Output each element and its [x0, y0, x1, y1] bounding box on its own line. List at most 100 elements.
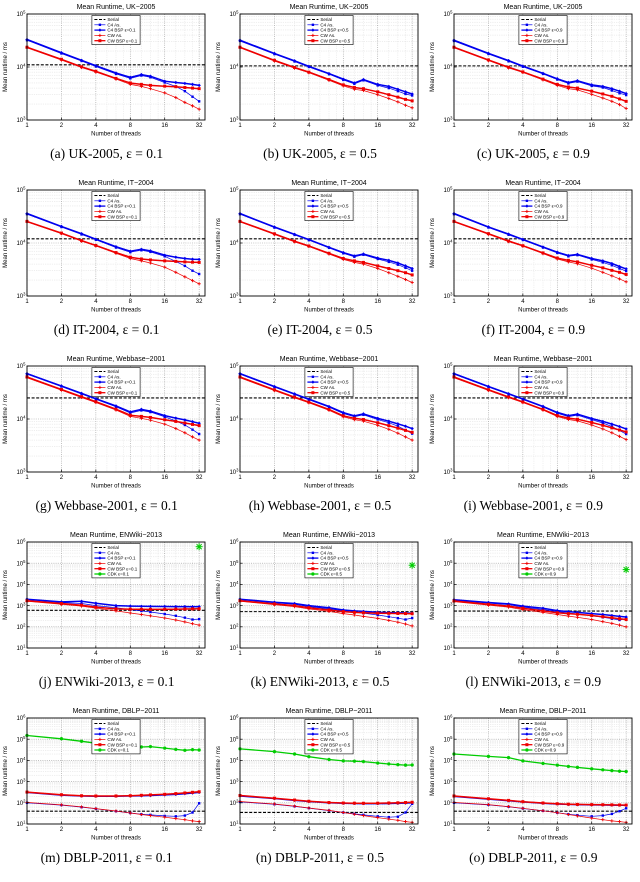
legend-label: C4 As. — [108, 22, 121, 27]
x-tick-label: 2 — [487, 475, 491, 481]
x-axis-label: Number of threads — [91, 660, 141, 666]
legend-label: C4 BSP ε=0.1 — [108, 204, 137, 209]
chart-title: Mean Runtime, Webbase−2001 — [494, 356, 593, 363]
legend-label: CW As. — [108, 737, 123, 742]
legend-label: C4 As. — [108, 374, 121, 379]
y-tick-label: 105 — [443, 559, 453, 568]
y-axis-label: Mean runtime / ms — [3, 746, 9, 796]
chart-panel-l: 1 2 4 8 16 32 101 102 103 104 105 106 Mean Runtime, … — [427, 528, 640, 704]
x-axis-label: Number of threads — [518, 836, 568, 842]
x-tick-label: 1 — [452, 651, 456, 657]
chart-panel-k: 1 2 4 8 16 32 101 102 103 104 105 106 Mean Runtime, … — [213, 528, 426, 704]
x-tick-label: 1 — [25, 299, 29, 305]
x-tick-label: 8 — [129, 827, 133, 833]
x-tick-label: 32 — [196, 299, 203, 305]
y-tick-label: 101 — [443, 820, 453, 829]
chart-o: 1 2 4 8 16 32 101 102 103 104 105 106 Mean Runtime, … — [430, 708, 633, 842]
x-tick-label: 16 — [588, 299, 595, 305]
x-tick-label: 1 — [452, 299, 456, 305]
y-tick-label: 103 — [443, 468, 453, 477]
x-tick-label: 8 — [129, 651, 133, 657]
x-tick-label: 16 — [162, 123, 169, 129]
y-tick-label: 104 — [443, 415, 453, 424]
x-axis-label: Number of threads — [91, 836, 141, 842]
y-tick-label: 103 — [17, 292, 27, 301]
x-tick-label: 2 — [273, 299, 277, 305]
x-tick-label: 16 — [588, 475, 595, 481]
y-tick-label: 104 — [17, 239, 27, 248]
legend-label: C4 As. — [321, 198, 334, 203]
x-tick-label: 32 — [196, 475, 203, 481]
legend-label: C4 As. — [321, 22, 334, 27]
legend-label: CW BSP ε=0.1 — [108, 390, 138, 395]
legend-label: Serial — [108, 17, 120, 22]
chart-g: 1 2 4 8 16 32 103 104 105 Mean Runtime, Webbase−2… — [3, 356, 206, 490]
x-tick-label: 2 — [60, 827, 64, 833]
chart-title: Mean Runtime, Webbase−2001 — [67, 356, 166, 363]
x-tick-label: 16 — [375, 651, 382, 657]
y-tick-label: 105 — [230, 362, 240, 371]
chart-c: 1 2 4 8 16 32 103 104 105 Mean Runtime, UK−2005 Nu… — [430, 4, 633, 138]
caption-g: (g) Webbase-2001, ε = 0.1 — [35, 498, 178, 513]
y-tick-label: 103 — [230, 777, 240, 786]
y-tick-label: 101 — [17, 820, 27, 829]
y-tick-label: 106 — [443, 538, 453, 547]
x-tick-label: 32 — [623, 651, 630, 657]
x-tick-label: 4 — [521, 475, 525, 481]
chart-title: Mean Runtime, UK−2005 — [77, 4, 156, 11]
legend-label: Serial — [534, 17, 546, 22]
x-tick-label: 8 — [129, 475, 133, 481]
x-tick-label: 2 — [273, 123, 277, 129]
legend-label: CDK ε=0.5 — [321, 748, 343, 753]
x-tick-label: 8 — [342, 651, 346, 657]
x-tick-label: 1 — [239, 827, 243, 833]
legend-label: Serial — [108, 369, 120, 374]
chart-panel-j: 1 2 4 8 16 32 101 102 103 104 105 106 Mean Runtime, … — [0, 528, 213, 704]
x-tick-label: 8 — [555, 827, 559, 833]
legend-label: C4 As. — [321, 550, 334, 555]
x-tick-label: 1 — [452, 827, 456, 833]
x-axis-label: Number of threads — [518, 308, 568, 314]
x-tick-label: 4 — [94, 651, 98, 657]
x-tick-label: 32 — [409, 299, 416, 305]
legend-label: C4 BSP ε=0.1 — [108, 380, 137, 385]
y-tick-label: 101 — [230, 820, 240, 829]
legend-label: C4 BSP ε=0.5 — [321, 28, 350, 33]
x-tick-label: 1 — [239, 651, 243, 657]
chart-l: 1 2 4 8 16 32 101 102 103 104 105 106 Mean Runtime, … — [430, 532, 633, 666]
x-tick-label: 32 — [623, 827, 630, 833]
y-axis-label: Mean runtime / ms — [216, 570, 222, 620]
x-tick-label: 32 — [623, 123, 630, 129]
x-tick-label: 2 — [487, 827, 491, 833]
y-tick-label: 103 — [17, 116, 27, 125]
x-tick-label: 2 — [273, 827, 277, 833]
chart-j: 1 2 4 8 16 32 101 102 103 104 105 106 Mean Runtime, … — [3, 532, 206, 666]
caption-k: (k) ENWiki-2013, ε = 0.5 — [250, 674, 390, 689]
y-tick-label: 103 — [443, 601, 453, 610]
x-tick-label: 4 — [94, 123, 98, 129]
x-tick-label: 1 — [25, 475, 29, 481]
legend-label: CW As. — [534, 561, 549, 566]
x-tick-label: 32 — [196, 827, 203, 833]
legend-label: CW BSP ε=0.1 — [108, 38, 138, 43]
y-axis-label: Mean runtime / ms — [430, 746, 436, 796]
y-tick-label: 105 — [17, 559, 27, 568]
legend-label: C4 As. — [108, 550, 121, 555]
chart-title: Mean Runtime, DBLP−2011 — [286, 708, 373, 715]
legend-label: Serial — [321, 193, 333, 198]
legend-label: CW BSP ε=0.9 — [534, 38, 564, 43]
x-tick-label: 4 — [521, 827, 525, 833]
legend-label: C4 As. — [534, 726, 547, 731]
legend-label: C4 BSP ε=0.9 — [534, 380, 563, 385]
legend-label: Serial — [321, 369, 333, 374]
legend-label: Serial — [108, 193, 120, 198]
y-axis-label: Mean runtime / ms — [3, 394, 9, 444]
legend-label: C4 BSP ε=0.5 — [321, 556, 350, 561]
y-axis-label: Mean runtime / ms — [216, 746, 222, 796]
y-tick-label: 105 — [17, 186, 27, 195]
y-tick-label: 101 — [230, 644, 240, 653]
caption-b: (b) UK-2005, ε = 0.5 — [263, 146, 377, 161]
chart-panel-g: 1 2 4 8 16 32 103 104 105 Mean Runtime, Webbase−2… — [0, 352, 213, 528]
